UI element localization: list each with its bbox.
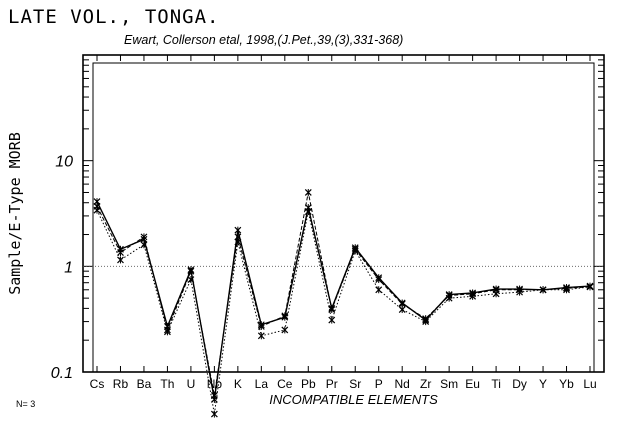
- plot-inner-frame: [92, 62, 595, 373]
- x-tick-label: Yb: [559, 377, 574, 391]
- series-line-1: [96, 201, 591, 400]
- data-point: [516, 288, 523, 296]
- data-point: [140, 241, 148, 249]
- data-point: [563, 286, 570, 294]
- x-tick-label: Nd: [395, 377, 410, 391]
- data-point: [234, 226, 242, 234]
- plot-frame: [82, 54, 605, 373]
- data-point: [164, 328, 171, 336]
- data-point: [539, 286, 547, 294]
- x-tick-label: Pb: [301, 377, 316, 391]
- data-point: [140, 233, 148, 241]
- y-tick-label: 10: [55, 154, 73, 171]
- x-tick-label: Zr: [420, 377, 431, 391]
- data-point: [328, 306, 336, 314]
- data-point: [445, 294, 453, 302]
- x-tick-label: Pr: [326, 377, 338, 391]
- data-point: [469, 292, 477, 300]
- x-tick-label: Sr: [349, 377, 361, 391]
- data-point: [422, 318, 430, 326]
- data-point: [375, 276, 383, 284]
- chart-title: LATE VOL., TONGA.: [8, 6, 220, 28]
- data-point: [304, 208, 312, 216]
- data-point: [281, 312, 289, 320]
- x-tick-label: Ba: [137, 377, 152, 391]
- data-point: [117, 249, 124, 257]
- y-axis-label: Sample/E-Type MORB: [6, 132, 24, 295]
- data-point: [187, 267, 195, 275]
- x-tick-label: Ti: [491, 377, 501, 391]
- x-tick-label: La: [255, 377, 269, 391]
- x-tick-label: Y: [539, 377, 547, 391]
- x-tick-label: Dy: [512, 377, 527, 391]
- data-point: [328, 316, 336, 324]
- sample-count: N= 3: [16, 399, 36, 409]
- x-tick-label: Sm: [440, 377, 458, 391]
- data-point: [304, 188, 312, 196]
- x-tick-label: Rb: [113, 377, 129, 391]
- y-tick-label: 0.1: [51, 365, 73, 382]
- x-axis-label: INCOMPATIBLE ELEMENTS: [269, 392, 438, 407]
- data-point: [492, 290, 500, 298]
- x-tick-label: P: [375, 377, 383, 391]
- data-point: [257, 322, 265, 330]
- data-point: [586, 283, 594, 291]
- chart-subtitle: Ewart, Collerson etal, 1998,(J.Pet.,39,(…: [124, 33, 404, 47]
- data-point: [257, 332, 265, 340]
- data-point: [281, 326, 289, 334]
- data-point: [210, 410, 218, 418]
- x-tick-label: Cs: [90, 377, 105, 391]
- data-point: [187, 276, 195, 284]
- x-tick-label: U: [187, 377, 196, 391]
- data-point: [117, 256, 124, 264]
- x-tick-label: Nb: [207, 377, 223, 391]
- x-tick-label: Ce: [277, 377, 293, 391]
- data-point: [93, 206, 101, 214]
- x-tick-label: Eu: [465, 377, 480, 391]
- x-tick-label: Th: [160, 377, 174, 391]
- y-tick-label: 1: [64, 259, 73, 276]
- x-tick-label: K: [234, 377, 242, 391]
- data-point: [398, 306, 406, 314]
- data-point: [351, 247, 359, 255]
- data-point: [210, 391, 218, 399]
- series-line-2: [96, 192, 591, 396]
- x-tick-label: Lu: [583, 377, 596, 391]
- data-point: [234, 238, 242, 246]
- data-point: [375, 286, 383, 294]
